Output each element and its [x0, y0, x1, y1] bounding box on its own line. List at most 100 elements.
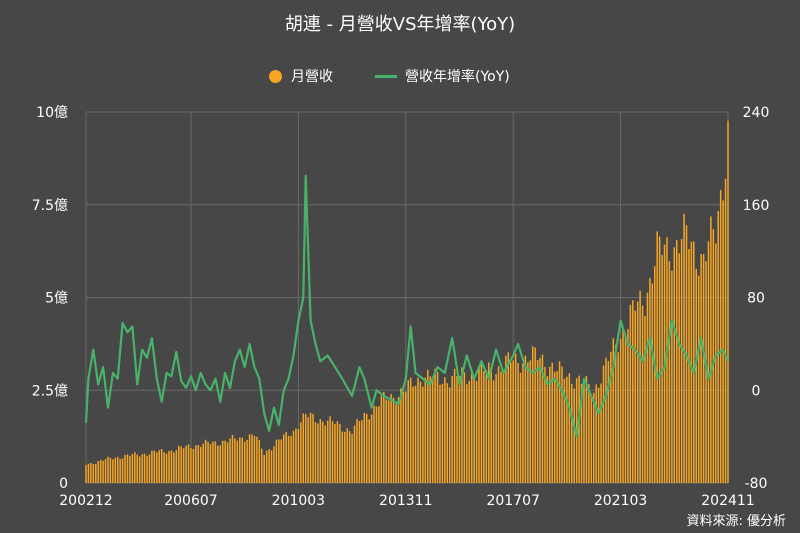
- revenue-bar: [90, 462, 92, 483]
- revenue-bar: [219, 445, 222, 483]
- revenue-bar: [353, 425, 356, 483]
- x-tick-label: 201707: [486, 493, 539, 509]
- revenue-bar: [558, 361, 561, 483]
- y-left-tick-label: 5億: [45, 291, 68, 307]
- revenue-bar: [654, 266, 656, 483]
- y-right-tick-label: -80: [745, 476, 768, 492]
- revenue-bar: [141, 454, 143, 483]
- legend-label-yoy: 營收年增率(YoY): [405, 69, 510, 85]
- revenue-bar: [207, 441, 209, 483]
- revenue-bar: [116, 456, 119, 483]
- revenue-bar: [683, 213, 685, 484]
- revenue-bar: [451, 375, 453, 483]
- revenue-bar: [546, 376, 549, 483]
- revenue-bar: [688, 249, 690, 483]
- revenue-bar: [209, 444, 212, 483]
- revenue-bar: [566, 376, 568, 483]
- revenue-bar: [622, 329, 624, 483]
- revenue-bar: [99, 459, 102, 483]
- revenue-bar: [248, 434, 251, 483]
- revenue-bar: [553, 371, 556, 483]
- legend-item-revenue[interactable]: 月營收: [269, 66, 333, 86]
- revenue-bar: [561, 366, 563, 483]
- revenue-bar: [383, 391, 385, 483]
- revenue-bar: [649, 278, 651, 483]
- revenue-bar: [185, 445, 187, 483]
- revenue-bar: [429, 376, 431, 483]
- revenue-bar: [224, 440, 226, 483]
- revenue-bar: [680, 239, 683, 483]
- revenue-bar: [263, 454, 265, 483]
- revenue-bar: [573, 388, 575, 483]
- revenue-bar: [156, 452, 158, 483]
- revenue-bar: [507, 352, 510, 483]
- revenue-bar: [131, 453, 134, 483]
- revenue-bar: [146, 455, 148, 483]
- revenue-bar: [444, 377, 446, 483]
- revenue-bar: [571, 383, 573, 483]
- revenue-bar: [392, 397, 395, 483]
- revenue-bar: [365, 413, 368, 483]
- revenue-bar: [715, 243, 717, 483]
- revenue-bar: [556, 371, 558, 483]
- revenue-bar: [107, 456, 109, 483]
- revenue-bar: [514, 353, 517, 483]
- revenue-bar: [646, 292, 649, 483]
- revenue-bar: [583, 382, 585, 483]
- legend: 月營收 營收年增率(YoY): [0, 66, 800, 90]
- revenue-bar: [322, 421, 324, 483]
- revenue-bar: [722, 200, 724, 483]
- revenue-bar: [114, 457, 117, 483]
- revenue-bar: [165, 453, 168, 483]
- revenue-bar: [97, 460, 99, 483]
- revenue-bar: [468, 380, 471, 483]
- revenue-bar: [439, 384, 441, 483]
- revenue-bar: [436, 371, 439, 483]
- revenue-bar: [671, 270, 673, 483]
- revenue-bar: [617, 352, 619, 483]
- revenue-bar: [590, 395, 593, 483]
- revenue-bar: [563, 378, 566, 483]
- legend-item-yoy[interactable]: 營收年增率(YoY): [375, 66, 510, 86]
- revenue-bar: [417, 377, 419, 483]
- revenue-bar: [673, 247, 676, 483]
- revenue-bar: [517, 363, 519, 483]
- revenue-bar: [597, 387, 600, 483]
- revenue-bar: [395, 404, 397, 483]
- revenue-bar: [495, 374, 497, 483]
- revenue-bar: [285, 431, 287, 483]
- revenue-bar: [102, 460, 104, 483]
- revenue-bar: [402, 391, 405, 483]
- revenue-bar: [644, 315, 646, 483]
- revenue-bar: [195, 445, 197, 483]
- revenue-bar: [231, 434, 234, 483]
- revenue-bar: [217, 445, 219, 483]
- revenue-bar: [414, 385, 417, 483]
- revenue-bar: [446, 383, 449, 483]
- revenue-bar: [702, 254, 705, 483]
- revenue-bar: [370, 414, 373, 483]
- revenue-bar: [627, 329, 629, 483]
- revenue-bar: [585, 376, 588, 483]
- revenue-bar: [214, 441, 217, 483]
- revenue-bar: [605, 357, 607, 483]
- revenue-bar: [329, 416, 331, 483]
- revenue-bar: [221, 440, 224, 483]
- revenue-bar: [287, 435, 290, 483]
- revenue-bar: [253, 435, 256, 483]
- revenue-bar: [409, 377, 412, 483]
- revenue-bar: [588, 384, 590, 483]
- revenue-bar: [178, 445, 180, 483]
- y-left-tick-label: 0: [59, 476, 68, 492]
- revenue-bar: [134, 452, 136, 483]
- revenue-bar: [666, 237, 668, 483]
- revenue-bar: [153, 450, 156, 483]
- revenue-bar: [485, 370, 488, 483]
- revenue-bar: [717, 211, 719, 484]
- revenue-bar: [697, 275, 700, 483]
- revenue-bar: [278, 439, 280, 483]
- revenue-bar: [656, 231, 658, 483]
- revenue-bar: [346, 428, 348, 483]
- revenue-bar: [407, 380, 409, 483]
- revenue-bar: [441, 383, 444, 483]
